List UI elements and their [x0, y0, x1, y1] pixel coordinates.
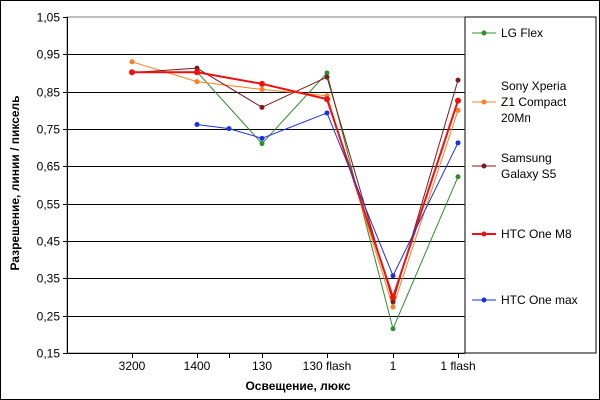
x-tick-label: 130 [252, 359, 272, 373]
x-axis-title: Освещение, люкс [245, 379, 350, 393]
axes [67, 17, 465, 354]
y-tick-label: 0,95 [37, 48, 61, 62]
data-point [259, 141, 265, 147]
legend-label: LG Flex [501, 26, 543, 40]
data-point [455, 97, 461, 104]
data-point [226, 126, 232, 132]
legend-label: Z1 Compact [501, 95, 567, 109]
legend-label: HTC One max [501, 293, 578, 307]
data-point [259, 104, 265, 110]
legend-swatch-marker [481, 30, 487, 36]
y-tick-label: 0,65 [37, 160, 61, 174]
data-point [259, 135, 265, 141]
data-point [324, 70, 330, 76]
data-point [455, 140, 461, 146]
y-tick-label: 0,75 [37, 123, 61, 137]
legend-entry: HTC One M8 [472, 227, 572, 241]
series-htc-one-max [194, 110, 461, 279]
legend-swatch-marker [481, 163, 487, 169]
data-point [324, 110, 330, 116]
x-tick-label: 130 flash [303, 359, 352, 373]
data-point [390, 273, 396, 279]
legend: LG Flex Sony Xperia Z1 Compact 20Мп Samsung G… [464, 16, 597, 354]
y-tick-label: 0,25 [37, 310, 61, 324]
data-point [259, 86, 265, 92]
y-tick-label: 0,55 [37, 198, 61, 212]
legend-swatch-marker [481, 231, 487, 237]
data-point [455, 174, 461, 180]
y-axis-title: Разрешение, линии / пиксель [8, 95, 22, 270]
series-line [132, 71, 459, 299]
data-point [390, 294, 396, 301]
x-tick-label: 1 flash [440, 359, 475, 373]
series-htc-one-m8 [129, 69, 461, 301]
x-tick-label: 1400 [184, 359, 211, 373]
data-point [129, 59, 135, 65]
legend-label: Sony Xperia [501, 79, 567, 93]
data-point [390, 304, 396, 310]
data-point [455, 107, 461, 113]
data-point [324, 96, 330, 103]
legend-box [464, 16, 597, 354]
data-point [259, 80, 265, 87]
legend-swatch-marker [481, 297, 487, 303]
y-tick-label: 0,35 [37, 272, 61, 286]
data-point [324, 74, 330, 80]
plot-background [66, 16, 466, 354]
x-tick-label: 3200 [119, 359, 146, 373]
data-point [194, 69, 200, 76]
data-point [129, 69, 135, 76]
x-tick-label: 1 [390, 359, 397, 373]
x-tick-labels: 3200 1400 130 130 flash 1 1 flash [119, 353, 476, 373]
legend-label: HTC One M8 [501, 227, 572, 241]
y-tick-label: 0,45 [37, 235, 61, 249]
series-line [196, 112, 459, 277]
data-point [194, 65, 200, 71]
legend-swatch-marker [481, 99, 487, 105]
data-point [194, 122, 200, 128]
y-tick-label: 0,15 [37, 347, 61, 361]
data-point [455, 77, 461, 83]
y-tick-labels: 0,15 0,25 0,35 0,45 0,55 0,65 0,75 0,85 0,95 1,05 [37, 11, 61, 361]
legend-entry: HTC One max [472, 293, 578, 307]
legend-label: Galaxy S5 [501, 167, 557, 181]
legend-entry: Samsung Galaxy S5 [472, 151, 557, 181]
series-layer [129, 59, 461, 332]
legend-entry: LG Flex [472, 26, 543, 40]
legend-label: Samsung [501, 151, 552, 165]
data-point [390, 299, 396, 305]
data-point [194, 79, 200, 85]
y-tick-label: 1,05 [37, 11, 61, 25]
plot-area [66, 16, 466, 354]
data-point [390, 326, 396, 332]
legend-entry: Sony Xperia Z1 Compact 20Мп [472, 79, 567, 125]
legend-label: 20Мп [501, 111, 531, 125]
y-tick-label: 0,85 [37, 86, 61, 100]
